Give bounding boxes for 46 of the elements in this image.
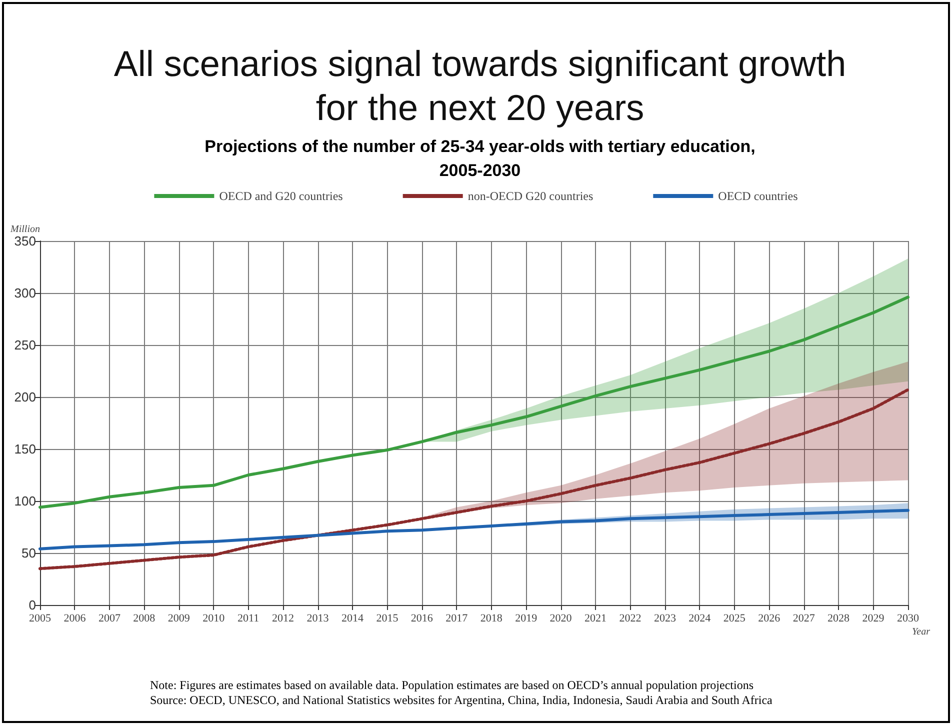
x-tick-label: 2025 [723, 612, 746, 624]
x-tick-label: 2005 [29, 612, 52, 624]
x-tick-label: 2017 [446, 612, 468, 624]
legend-label: non-OECD G20 countries [468, 189, 594, 203]
x-tick-label: 2029 [862, 612, 885, 624]
legend-label: OECD and G20 countries [219, 189, 344, 203]
x-tick-label: 2006 [64, 612, 86, 624]
x-tick-label: 2027 [792, 612, 816, 624]
legend-label: OECD countries [718, 189, 798, 203]
x-tick-label: 2030 [897, 612, 920, 624]
x-tick-label: 2021 [584, 612, 607, 624]
x-axis-title: Year [912, 626, 930, 638]
y-tick-label: 100 [14, 494, 36, 508]
line-series [38, 508, 910, 550]
x-tick-label: 2018 [480, 612, 503, 624]
x-tick-label: 2008 [133, 612, 156, 624]
y-tick-label: 350 [14, 234, 36, 248]
y-tick-label: 150 [14, 442, 36, 456]
y-tick-label: 0 [28, 598, 36, 612]
x-tick-label: 2007 [98, 612, 121, 624]
x-tick-label: 2026 [758, 612, 781, 624]
line-series [38, 296, 910, 509]
y-tick-label: 200 [14, 390, 36, 404]
x-tick-label: 2015 [376, 612, 399, 624]
chart-subtitle: Projections of the number of 25-34 year-olds with tertiary education, 2005-2030 [204, 136, 756, 182]
x-tick-label: 2028 [828, 612, 850, 624]
y-tick-label: 50 [22, 546, 36, 560]
y-tick-label: 300 [14, 286, 36, 300]
source-note: Source: OECD, UNESCO, and National Statistics websites for Argentina, China, India, Indonesia, Saudi Arabia and South Africa [150, 693, 774, 708]
x-tick-label: 2009 [168, 612, 190, 624]
x-tick-label: 2010 [202, 612, 226, 624]
x-tick-label: 2022 [619, 612, 642, 624]
x-tick-label: 2023 [654, 612, 676, 624]
x-tick-label: 2016 [410, 612, 434, 624]
x-tick-label: 2014 [341, 612, 364, 624]
text: Note: Figures are estimates based on available data. Population estimates are based on OECD’s annual population projections [150, 678, 755, 693]
x-tick-label: 2013 [306, 612, 330, 624]
x-tick-label: 2024 [688, 612, 712, 624]
x-tick-label: 2020 [550, 612, 572, 624]
x-tick-label: 2012 [272, 612, 294, 624]
x-tick-label: 2019 [515, 612, 538, 624]
chart-title: All scenarios signal towards significant growth for the next 20 years [112, 42, 848, 130]
y-axis-title: Million [10, 224, 40, 236]
y-tick-label: 250 [14, 338, 36, 352]
x-tick-label: 2011 [238, 612, 260, 624]
line-series [38, 388, 910, 570]
